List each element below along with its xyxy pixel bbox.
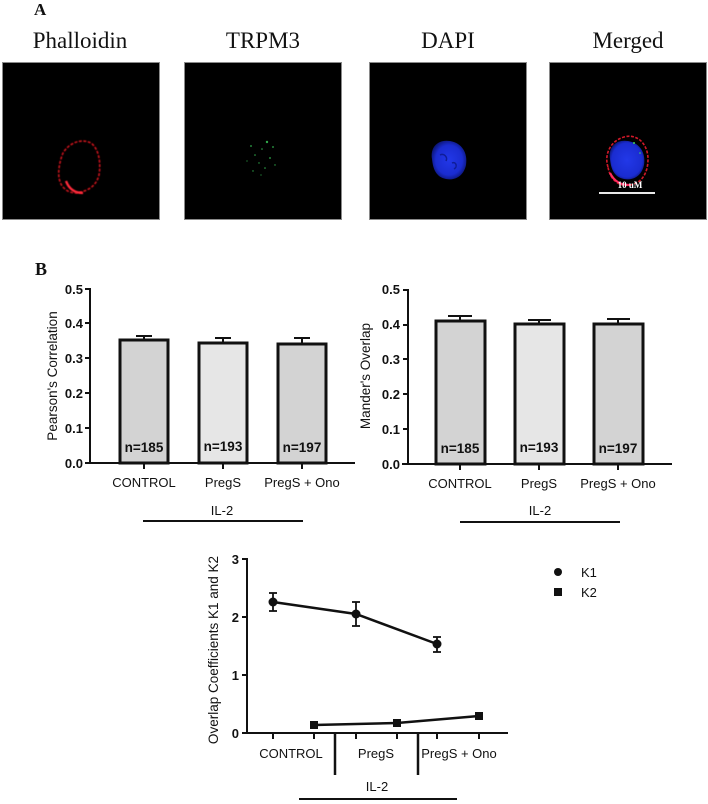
overlap-ytick: 0	[232, 726, 239, 741]
manders-bar-pregs	[513, 322, 566, 466]
manders-ytick: 0.1	[382, 422, 400, 437]
manders-xlabel-pregs: PregS	[521, 476, 557, 491]
manders-ylabel: Mander's Overlap	[358, 323, 373, 429]
overlap-ytick: 3	[232, 552, 239, 567]
nucleus-blue-icon	[431, 140, 467, 180]
k1-point-pregs-ono	[432, 639, 442, 649]
pearson-ytick: 0.3	[65, 351, 83, 366]
image-title-dapi: DAPI	[421, 28, 475, 53]
manders-bar-control	[434, 319, 487, 466]
overlap-ylabel: Overlap Coefficients K1 and K2	[206, 556, 221, 744]
pearson-ytick: 0.2	[65, 386, 83, 401]
manders-ytick: 0.0	[382, 457, 400, 472]
overlap-group-label: IL-2	[366, 779, 388, 794]
manders-xlabel-pregs-ono: PregS + Ono	[580, 476, 656, 491]
series-k2	[310, 712, 483, 729]
overlap-ytick: 2	[232, 610, 239, 625]
merged-cell-icon	[606, 135, 649, 187]
k1-point-pregs	[351, 609, 361, 619]
k2-point-pregs-ono	[475, 712, 483, 720]
image-title-phalloidin: Phalloidin	[32, 28, 128, 53]
pearson-ytick: 0.4	[65, 316, 84, 331]
manders-group-label: IL-2	[529, 503, 551, 518]
image-title-trpm3: TRPM3	[225, 28, 301, 53]
micrograph-trpm3	[184, 62, 342, 220]
pearson-xlabel-pregs-ono: PregS + Ono	[264, 475, 340, 490]
manders-xlabel-control: CONTROL	[428, 476, 492, 491]
manders-ytick: 0.2	[382, 387, 400, 402]
pearson-ytick: 0.0	[65, 456, 83, 471]
overlap-xlabel-pregs: PregS	[358, 746, 394, 761]
manders-n-pregs-ono: n=197	[599, 441, 638, 456]
micrograph-merged: 10 uM	[549, 62, 707, 220]
pearson-xlabel-pregs: PregS	[205, 475, 241, 490]
manders-ytick: 0.3	[382, 352, 400, 367]
image-title-merged: Merged	[592, 28, 664, 53]
pearson-bar-pregs	[197, 341, 249, 465]
overlap-group-dividers	[333, 733, 420, 775]
legend-k1-label: K1	[581, 565, 597, 580]
panel-b-label: B	[35, 259, 48, 279]
overlap-legend: K1 K2	[554, 565, 597, 600]
manders-ytick: 0.5	[382, 282, 400, 297]
pearson-ytick: 0.1	[65, 421, 83, 436]
trpm3-puncta-green-icon	[246, 140, 276, 176]
pearson-xlabel-control: CONTROL	[112, 475, 176, 490]
pearson-ytick: 0.5	[65, 282, 83, 297]
k2-point-pregs	[393, 719, 401, 727]
pearson-n-pregs: n=193	[204, 439, 243, 454]
manders-n-pregs: n=193	[520, 440, 559, 455]
pearson-group-label: IL-2	[211, 503, 233, 518]
legend-k1-circle-icon	[554, 568, 562, 576]
overlap-axes	[242, 558, 508, 739]
micrograph-phalloidin	[2, 62, 160, 220]
pearson-ylabel: Pearson's Correlation	[45, 311, 60, 440]
scale-bar	[599, 192, 655, 194]
manders-ytick: 0.4	[382, 317, 401, 332]
pearson-n-pregs-ono: n=197	[283, 440, 322, 455]
series-k1	[268, 592, 442, 653]
k2-point-control	[310, 721, 318, 729]
legend-k2-label: K2	[581, 585, 597, 600]
cell-membrane-red-icon	[57, 140, 101, 195]
k1-point-control	[268, 597, 278, 607]
pearson-bar-control	[118, 338, 170, 465]
micrograph-dapi	[369, 62, 527, 220]
pearson-n-control: n=185	[125, 440, 164, 455]
manders-bar-pregs-ono	[592, 322, 645, 466]
legend-k2-square-icon	[554, 588, 562, 596]
panel-a-label: A	[34, 0, 47, 19]
manders-n-control: n=185	[441, 441, 480, 456]
overlap-xlabel-control: CONTROL	[259, 746, 323, 761]
overlap-xlabel-pregs-ono: PregS + Ono	[421, 746, 497, 761]
overlap-ytick: 1	[232, 668, 239, 683]
pearson-bar-pregs-ono	[276, 342, 328, 465]
scale-bar-label: 10 uM	[617, 180, 643, 190]
